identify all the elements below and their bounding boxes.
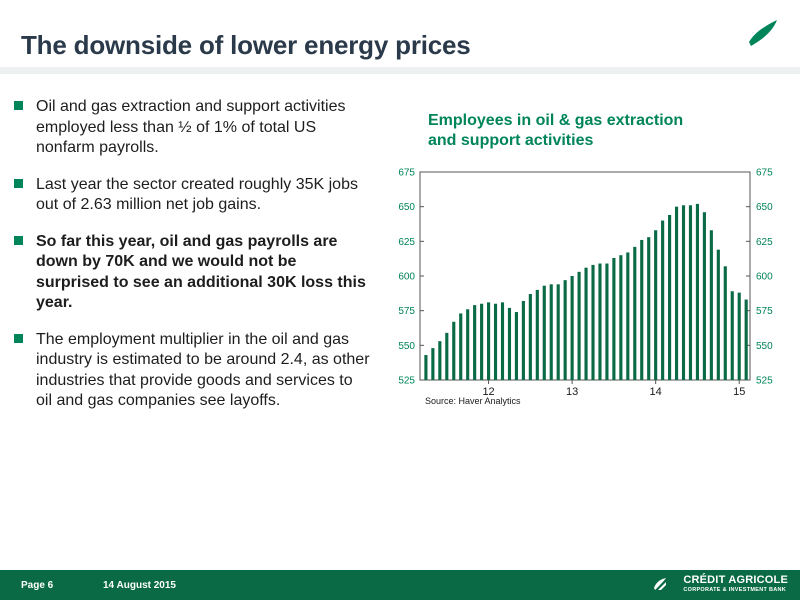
- brand-wordmark: CRÉDIT AGRICOLE CORPORATE & INVESTMENT B…: [683, 574, 788, 594]
- chart-title: Employees in oil & gas extraction and su…: [428, 111, 683, 151]
- y-tick-label-left: 600: [398, 272, 415, 283]
- footer-date: 14 August 2015: [103, 580, 176, 591]
- bar: [626, 252, 630, 380]
- x-tick-label: 15: [733, 386, 745, 398]
- bar: [633, 246, 637, 380]
- bar: [431, 348, 435, 380]
- bullet-text: So far this year, oil and gas payrolls a…: [36, 232, 366, 312]
- bar: [605, 263, 609, 380]
- bullet-item: The employment multiplier in the oil and…: [12, 330, 372, 412]
- y-tick-label-left: 650: [398, 202, 415, 213]
- bullet-square-icon: [14, 235, 23, 245]
- chart-title-line: Employees in oil & gas extraction: [428, 112, 684, 129]
- slide-title: The downside of lower energy prices: [21, 30, 471, 60]
- bar: [716, 249, 720, 380]
- y-tick-label-left: 525: [398, 376, 415, 387]
- bar: [647, 237, 651, 380]
- bar: [709, 230, 713, 380]
- credit-agricole-logo-icon: [654, 578, 666, 590]
- bar: [744, 299, 748, 380]
- footer-bar: Page 6 14 August 2015 CRÉDIT AGRICOLE CO…: [0, 570, 800, 600]
- bar: [452, 321, 456, 380]
- bar: [507, 307, 512, 380]
- bar: [473, 305, 477, 380]
- bar: [640, 239, 644, 380]
- bar: [619, 255, 623, 380]
- bar: [438, 341, 442, 380]
- bar: [612, 257, 616, 380]
- brand-name: CRÉDIT AGRICOLE: [683, 574, 788, 586]
- y-tick-label-left: 550: [398, 341, 415, 352]
- bar: [695, 203, 700, 380]
- y-tick-label-right: 550: [756, 341, 773, 352]
- bar: [674, 206, 679, 380]
- bar: [730, 291, 734, 380]
- bar: [584, 267, 588, 380]
- bullet-text: The employment multiplier in the oil and…: [36, 330, 370, 410]
- y-tick-label-right: 575: [756, 306, 773, 317]
- bar: [654, 230, 658, 380]
- bar: [549, 284, 553, 380]
- y-tick-label-right: 525: [756, 376, 773, 387]
- bullet-text: Oil and gas extraction and support activ…: [36, 98, 346, 156]
- title-divider: [0, 67, 800, 74]
- bar: [459, 313, 463, 380]
- bar: [480, 303, 484, 380]
- bar: [737, 292, 741, 380]
- bar: [466, 309, 470, 380]
- bar: [577, 271, 581, 380]
- bar: [514, 312, 518, 380]
- bar: [591, 264, 595, 380]
- y-tick-label-left: 625: [398, 237, 415, 248]
- bar: [702, 212, 706, 380]
- bar: [445, 332, 449, 380]
- bullet-list: Oil and gas extraction and support activ…: [12, 97, 372, 428]
- x-tick-label: 12: [482, 386, 494, 398]
- bar: [535, 289, 539, 380]
- bar: [681, 205, 686, 380]
- y-tick-label-left: 675: [398, 168, 415, 179]
- bullet-square-icon: [14, 333, 23, 343]
- x-tick-label: 14: [650, 386, 662, 398]
- y-tick-label-right: 675: [756, 168, 773, 179]
- bar: [556, 284, 560, 380]
- bullet-item: Oil and gas extraction and support activ…: [12, 97, 372, 159]
- bar: [570, 276, 574, 380]
- y-tick-label-right: 600: [756, 272, 773, 283]
- y-tick-label-right: 650: [756, 202, 773, 213]
- bar: [521, 300, 525, 380]
- bar: [487, 302, 491, 380]
- y-tick-label-left: 575: [398, 306, 415, 317]
- bar: [688, 205, 693, 380]
- page-number: Page 6: [21, 580, 54, 591]
- bullet-square-icon: [14, 178, 23, 188]
- bar: [661, 220, 665, 380]
- chart-source: Source: Haver Analytics: [425, 396, 521, 406]
- chart-title-line: and support activities: [428, 132, 594, 149]
- bar: [723, 266, 727, 380]
- bar: [542, 285, 546, 380]
- bar: [598, 263, 602, 380]
- bar: [424, 355, 428, 380]
- bar: [500, 302, 505, 380]
- y-tick-label-right: 625: [756, 237, 773, 248]
- x-tick-label: 13: [566, 386, 578, 398]
- bullet-text: Last year the sector created roughly 35K…: [36, 175, 358, 214]
- bar: [528, 294, 532, 380]
- leaf-logo-icon: [749, 20, 777, 46]
- brand-subtitle: CORPORATE & INVESTMENT BANK: [683, 587, 787, 593]
- employment-bar-chart: 525 525 550 550 575 575 600 600 625 625 650 650 675 6…: [398, 168, 773, 399]
- bar: [563, 280, 567, 380]
- bar: [668, 214, 672, 380]
- bullet-item: So far this year, oil and gas payrolls a…: [12, 232, 372, 314]
- bullet-square-icon: [14, 101, 23, 110]
- bar: [493, 303, 498, 380]
- bullet-item: Last year the sector created roughly 35K…: [12, 175, 372, 216]
